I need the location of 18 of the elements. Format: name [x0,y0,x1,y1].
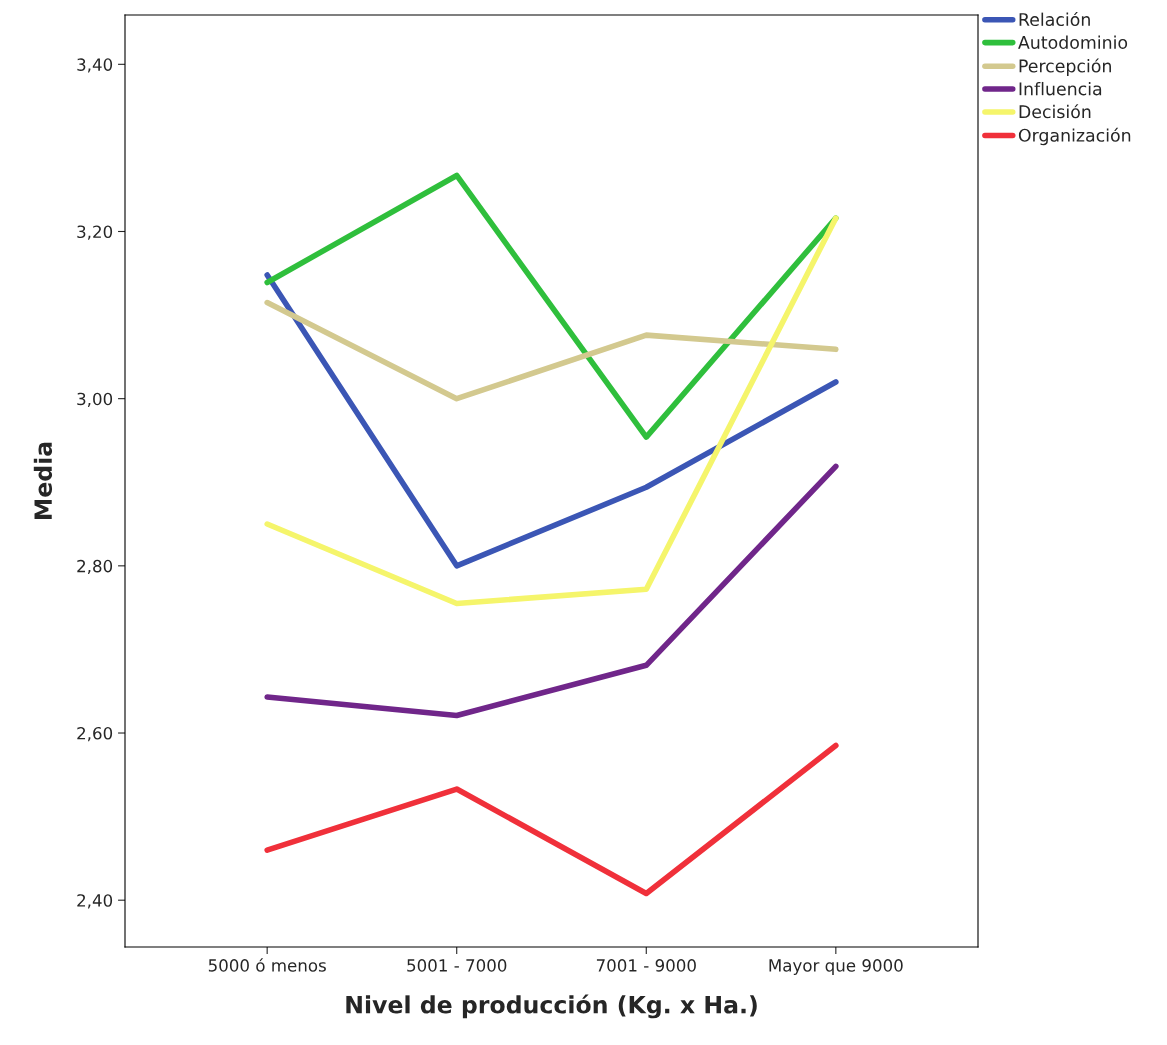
y-tick-label: 2,80 [77,559,113,575]
legend-label: Percepción [1019,58,1111,76]
legend-label: Relación [1019,11,1090,27]
y-tick-label: 2,60 [77,726,113,742]
x-tick-label: Mayor que 9000 [769,959,903,975]
legend-label: Organización [1018,127,1131,146]
x-tick-label: 5001 - 7000 [407,959,507,972]
legend-label: Influencia [1019,81,1102,96]
y-tick-label: 3,20 [77,225,113,240]
legend-label: Autodominio [1018,35,1128,49]
y-tick-label: 2,40 [77,894,113,909]
y-axis-title: Media [33,442,53,520]
x-axis-title: Nivel de producción (Kg. x Ha.) [346,994,757,1019]
y-tick-label: 3,00 [77,392,113,407]
legend-label: Decisión [1019,104,1091,119]
x-tick-label: 7001 - 9000 [596,959,696,972]
y-tick-label: 3,40 [77,58,113,73]
x-tick-label: 5000 ó menos [208,958,326,972]
